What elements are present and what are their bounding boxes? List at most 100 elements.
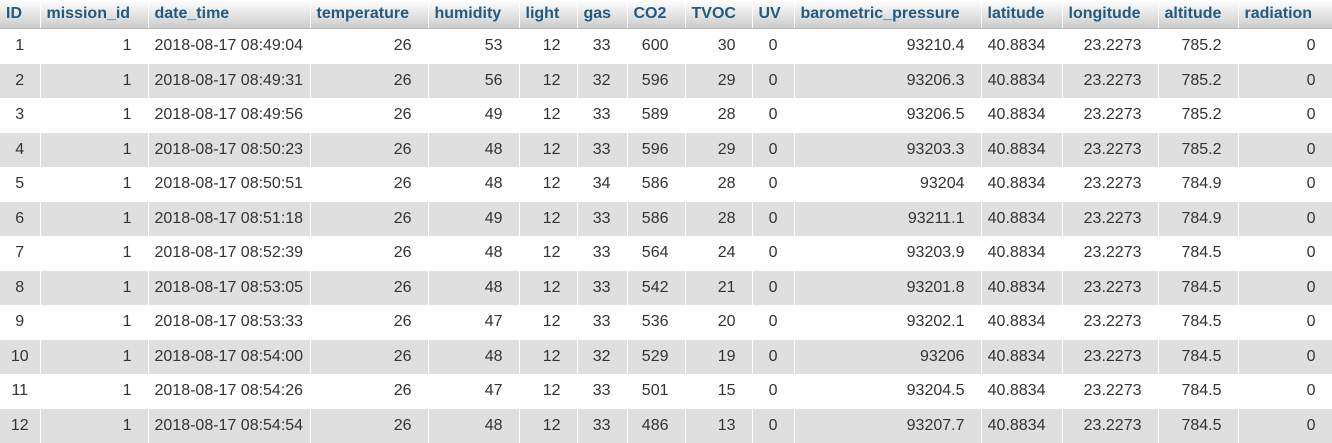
column-header-altitude[interactable]: altitude xyxy=(1158,0,1238,29)
cell-date-time: 2018-08-17 08:54:54 xyxy=(148,409,310,443)
cell-date-time: 2018-08-17 08:51:18 xyxy=(148,202,310,237)
cell-altitude: 784.5 xyxy=(1158,271,1238,306)
cell-mission-id: 1 xyxy=(40,305,148,340)
cell-barometric-pressure: 93210.4 xyxy=(794,29,981,64)
cell-barometric-pressure: 93204.5 xyxy=(794,374,981,409)
cell-temperature: 26 xyxy=(310,202,428,237)
cell-longitude: 23.2273 xyxy=(1062,167,1158,202)
cell-tvoc: 13 xyxy=(685,409,752,443)
cell-uv: 0 xyxy=(752,236,794,271)
cell-barometric-pressure: 93202.1 xyxy=(794,305,981,340)
cell-mission-id: 1 xyxy=(40,340,148,375)
cell-id: 2 xyxy=(0,64,40,99)
cell-temperature: 26 xyxy=(310,305,428,340)
cell-mission-id: 1 xyxy=(40,64,148,99)
cell-altitude: 784.5 xyxy=(1158,340,1238,375)
cell-date-time: 2018-08-17 08:49:31 xyxy=(148,64,310,99)
cell-altitude: 784.9 xyxy=(1158,167,1238,202)
cell-humidity: 49 xyxy=(428,202,519,237)
cell-latitude: 40.8834 xyxy=(981,409,1062,443)
cell-temperature: 26 xyxy=(310,133,428,168)
cell-light: 12 xyxy=(519,409,577,443)
column-header-latitude[interactable]: latitude xyxy=(981,0,1062,29)
column-header-co2[interactable]: CO2 xyxy=(627,0,685,29)
cell-uv: 0 xyxy=(752,64,794,99)
cell-light: 12 xyxy=(519,167,577,202)
cell-temperature: 26 xyxy=(310,271,428,306)
cell-altitude: 785.2 xyxy=(1158,64,1238,99)
cell-tvoc: 29 xyxy=(685,64,752,99)
cell-gas: 33 xyxy=(577,409,627,443)
cell-latitude: 40.8834 xyxy=(981,374,1062,409)
cell-id: 11 xyxy=(0,374,40,409)
cell-co2: 586 xyxy=(627,202,685,237)
column-header-humidity[interactable]: humidity xyxy=(428,0,519,29)
cell-humidity: 48 xyxy=(428,340,519,375)
cell-radiation: 0 xyxy=(1238,202,1332,237)
cell-altitude: 784.9 xyxy=(1158,202,1238,237)
cell-light: 12 xyxy=(519,98,577,133)
cell-mission-id: 1 xyxy=(40,29,148,64)
cell-altitude: 785.2 xyxy=(1158,29,1238,64)
cell-co2: 596 xyxy=(627,64,685,99)
column-header-date-time[interactable]: date_time xyxy=(148,0,310,29)
cell-radiation: 0 xyxy=(1238,409,1332,443)
cell-mission-id: 1 xyxy=(40,98,148,133)
column-header-id[interactable]: ID xyxy=(0,0,40,29)
cell-barometric-pressure: 93206.5 xyxy=(794,98,981,133)
cell-barometric-pressure: 93203.3 xyxy=(794,133,981,168)
cell-co2: 486 xyxy=(627,409,685,443)
cell-mission-id: 1 xyxy=(40,409,148,443)
column-header-temperature[interactable]: temperature xyxy=(310,0,428,29)
cell-longitude: 23.2273 xyxy=(1062,305,1158,340)
cell-altitude: 784.5 xyxy=(1158,374,1238,409)
cell-mission-id: 1 xyxy=(40,271,148,306)
column-header-gas[interactable]: gas xyxy=(577,0,627,29)
cell-altitude: 785.2 xyxy=(1158,133,1238,168)
cell-humidity: 48 xyxy=(428,236,519,271)
cell-longitude: 23.2273 xyxy=(1062,236,1158,271)
cell-date-time: 2018-08-17 08:50:23 xyxy=(148,133,310,168)
cell-gas: 33 xyxy=(577,236,627,271)
cell-tvoc: 28 xyxy=(685,98,752,133)
cell-id: 5 xyxy=(0,167,40,202)
column-header-uv[interactable]: UV xyxy=(752,0,794,29)
column-header-barometric-pressure[interactable]: barometric_pressure xyxy=(794,0,981,29)
cell-latitude: 40.8834 xyxy=(981,340,1062,375)
column-header-light[interactable]: light xyxy=(519,0,577,29)
cell-humidity: 47 xyxy=(428,374,519,409)
cell-temperature: 26 xyxy=(310,236,428,271)
cell-radiation: 0 xyxy=(1238,340,1332,375)
cell-light: 12 xyxy=(519,374,577,409)
cell-mission-id: 1 xyxy=(40,236,148,271)
column-header-radiation[interactable]: radiation xyxy=(1238,0,1332,29)
cell-tvoc: 24 xyxy=(685,236,752,271)
cell-gas: 33 xyxy=(577,98,627,133)
cell-humidity: 53 xyxy=(428,29,519,64)
cell-latitude: 40.8834 xyxy=(981,305,1062,340)
cell-latitude: 40.8834 xyxy=(981,271,1062,306)
column-header-longitude[interactable]: longitude xyxy=(1062,0,1158,29)
cell-tvoc: 20 xyxy=(685,305,752,340)
cell-temperature: 26 xyxy=(310,98,428,133)
cell-uv: 0 xyxy=(752,98,794,133)
cell-co2: 536 xyxy=(627,305,685,340)
column-header-tvoc[interactable]: TVOC xyxy=(685,0,752,29)
cell-tvoc: 28 xyxy=(685,202,752,237)
cell-id: 12 xyxy=(0,409,40,443)
column-header-mission-id[interactable]: mission_id xyxy=(40,0,148,29)
